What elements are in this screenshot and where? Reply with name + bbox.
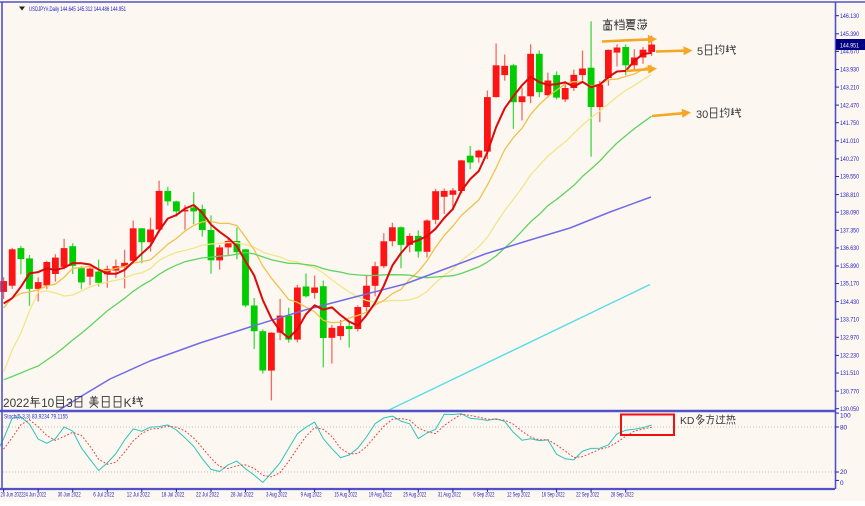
svg-text:6 Sep 2022: 6 Sep 2022	[473, 492, 494, 499]
svg-text:22 Sep 2022: 22 Sep 2022	[576, 492, 599, 499]
svg-text:131.510: 131.510	[840, 370, 859, 377]
svg-text:25 Aug 2022: 25 Aug 2022	[403, 492, 426, 499]
svg-text:145.390: 145.390	[840, 31, 859, 38]
svg-text:130.770: 130.770	[840, 388, 859, 395]
svg-text:20: 20	[840, 469, 848, 476]
svg-text:15 Aug 2022: 15 Aug 2022	[334, 492, 357, 499]
svg-text:6 Jul 2022: 6 Jul 2022	[93, 492, 114, 499]
svg-text:3 Aug 2022: 3 Aug 2022	[266, 492, 287, 499]
svg-text:143.210: 143.210	[840, 84, 859, 91]
svg-text:31 Aug 2022: 31 Aug 2022	[438, 492, 461, 499]
svg-text:135.170: 135.170	[840, 281, 859, 288]
svg-text:19 Aug 2022: 19 Aug 2022	[369, 492, 392, 499]
svg-text:135.890: 135.890	[840, 263, 859, 270]
svg-text:141.750: 141.750	[840, 120, 859, 127]
svg-text:137.350: 137.350	[840, 228, 859, 235]
svg-text:20 Jun 2022: 20 Jun 2022	[1, 492, 24, 499]
svg-text:136.630: 136.630	[840, 245, 859, 252]
svg-text:140.270: 140.270	[840, 156, 859, 163]
svg-text:KD: KD	[680, 416, 694, 427]
svg-text:9 Aug 2022: 9 Aug 2022	[301, 492, 322, 499]
svg-text:139.550: 139.550	[840, 174, 859, 181]
svg-text:144.951: 144.951	[840, 42, 859, 49]
svg-text:142.470: 142.470	[840, 102, 859, 109]
svg-text:0: 0	[840, 480, 844, 487]
svg-text:24 Jun 2022: 24 Jun 2022	[23, 492, 46, 499]
svg-text:132.230: 132.230	[840, 353, 859, 360]
svg-text:10: 10	[41, 396, 55, 410]
svg-text:143.930: 143.930	[840, 67, 859, 74]
svg-text:80: 80	[840, 424, 848, 431]
svg-text:16 Sep 2022: 16 Sep 2022	[542, 492, 565, 499]
svg-text:18 Jul 2022: 18 Jul 2022	[161, 492, 184, 499]
svg-text:30: 30	[696, 109, 708, 121]
svg-text:141.010: 141.010	[840, 138, 859, 145]
svg-text:2022: 2022	[3, 396, 29, 410]
svg-text:30 Jun 2022: 30 Jun 2022	[58, 492, 81, 499]
svg-text:28 Sep 2022: 28 Sep 2022	[611, 492, 634, 499]
svg-text:12 Sep 2022: 12 Sep 2022	[507, 492, 530, 499]
svg-text:132.970: 132.970	[840, 335, 859, 342]
svg-text:134.430: 134.430	[840, 299, 859, 306]
svg-text:138.090: 138.090	[840, 209, 859, 216]
svg-text:138.810: 138.810	[840, 192, 859, 199]
svg-text:133.710: 133.710	[840, 316, 859, 323]
svg-text:12 Jul 2022: 12 Jul 2022	[127, 492, 150, 499]
svg-text:22 Jul 2022: 22 Jul 2022	[196, 492, 219, 499]
svg-text:K: K	[124, 396, 132, 410]
svg-text:Stoch(5,3,3) 83.9234 79.1155: Stoch(5,3,3) 83.9234 79.1155	[4, 414, 68, 421]
svg-text:5: 5	[697, 46, 703, 58]
svg-text:3: 3	[66, 396, 73, 410]
svg-text:28 Jul 2022: 28 Jul 2022	[231, 492, 254, 499]
svg-text:100: 100	[840, 413, 851, 420]
svg-text:USDJPY#,Daily 144.645 145.312: USDJPY#,Daily 144.645 145.312 144.486 14…	[29, 6, 126, 13]
svg-text:146.130: 146.130	[840, 13, 859, 20]
